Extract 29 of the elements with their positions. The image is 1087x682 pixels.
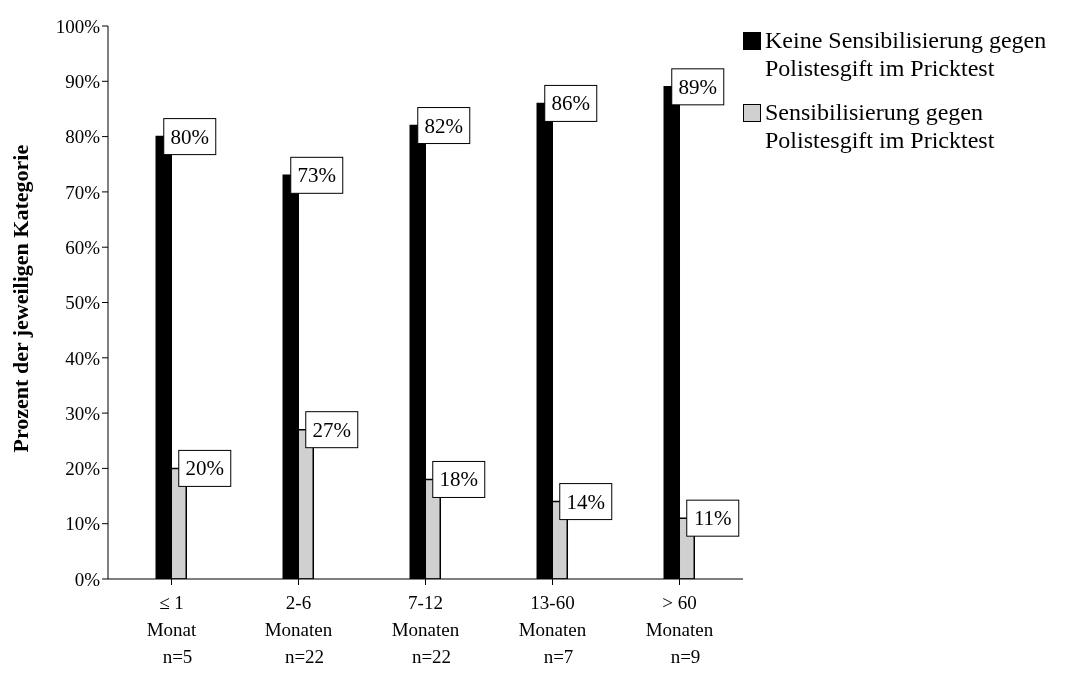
y-tick-label: 90% — [65, 71, 101, 93]
data-label: 11% — [693, 506, 732, 531]
data-label: 18% — [439, 467, 479, 492]
y-tick-label: 40% — [65, 347, 101, 369]
y-tick-label: 10% — [65, 513, 101, 535]
data-label: 80% — [170, 124, 210, 149]
data-label: 89% — [678, 74, 718, 99]
data-label: 73% — [297, 163, 337, 188]
y-tick-label: 30% — [65, 402, 101, 424]
x-tick-label: > 60 Monaten n=9 — [645, 592, 714, 667]
x-tick-label: 7-12 Monaten n=22 — [391, 592, 460, 667]
legend-label: Sensibilisierung gegen Polistesgift im Pricktest — [765, 98, 996, 154]
y-tick-label: 50% — [65, 292, 101, 314]
y-tick-label: 70% — [65, 181, 101, 203]
data-label: 82% — [424, 113, 464, 138]
y-tick-label: 20% — [65, 458, 101, 480]
x-tick-label: ≤ 1 Monat n=5 — [146, 592, 198, 667]
y-tick-label: 60% — [65, 236, 101, 258]
data-label: 14% — [566, 489, 606, 514]
data-label: 86% — [551, 91, 591, 116]
legend-label: Keine Sensibilisierung gegen Polistesgift im Pricktest — [765, 26, 1048, 82]
data-label: 20% — [185, 456, 225, 481]
y-tick-label: 0% — [74, 568, 101, 590]
x-tick-label: 13-60 Monaten n=7 — [518, 592, 587, 667]
y-axis-title: Prozent der jeweiligen Kategorie — [7, 144, 33, 453]
data-label: 27% — [312, 417, 352, 442]
y-tick-label: 100% — [55, 15, 101, 37]
y-tick-label: 80% — [65, 126, 101, 148]
x-tick-label: 2-6 Monaten n=22 — [264, 592, 333, 667]
